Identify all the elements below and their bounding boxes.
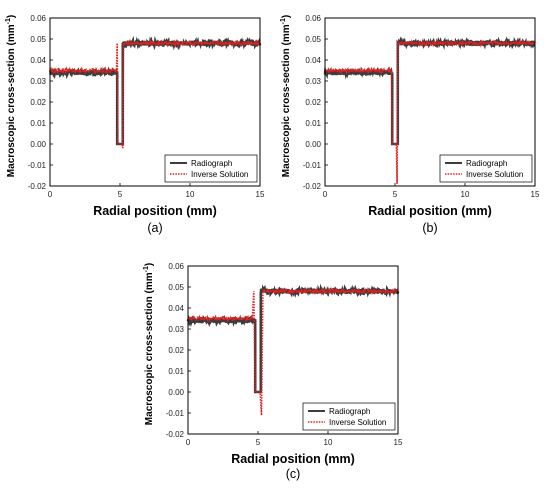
panel-caption: (a) xyxy=(147,221,162,235)
y-tick-label: 0.05 xyxy=(168,283,184,292)
y-tick-label: -0.01 xyxy=(28,161,47,170)
plot-frame xyxy=(187,265,399,435)
x-tick-label: 0 xyxy=(48,190,53,199)
x-tick-label: 10 xyxy=(324,438,333,447)
series-inverse-solution-line xyxy=(49,38,261,149)
x-tick-label: 15 xyxy=(394,438,403,447)
y-tick-label: 0.05 xyxy=(305,35,321,44)
legend-radiograph-label: Radiograph xyxy=(329,407,370,416)
y-tick-label: -0.02 xyxy=(28,182,47,191)
chart-panel-a: -0.02 -0.01 0.00 0.01 0.02 0.03 0.04 0.05 0.06 0 5… xyxy=(0,0,275,240)
legend-box xyxy=(164,154,258,183)
y-tick-label: 0.03 xyxy=(305,77,321,86)
y-tick-label: 0.03 xyxy=(168,325,184,334)
x-axis-label: Radial position (mm) xyxy=(231,452,355,466)
legend-box xyxy=(302,402,396,431)
series-inverse-solution-line xyxy=(324,38,536,184)
x-tick-label: 0 xyxy=(323,190,328,199)
x-axis-label: Radial position (mm) xyxy=(93,204,217,218)
x-axis-label: Radial position (mm) xyxy=(368,204,492,218)
y-tick-label: 0.02 xyxy=(168,346,184,355)
y-tick-label: 0.05 xyxy=(30,35,46,44)
chart-svg-b: -0.02 -0.01 0.00 0.01 0.02 0.03 0.04 0.05 0.06 0 5… xyxy=(280,14,540,235)
y-tick-label: 0.00 xyxy=(30,140,46,149)
y-tick-label: -0.02 xyxy=(166,430,185,439)
chart-svg-a: -0.02 -0.01 0.00 0.01 0.02 0.03 0.04 0.05 0.06 0 5… xyxy=(5,14,265,235)
panel-caption: (b) xyxy=(422,221,437,235)
panel-caption: (c) xyxy=(286,467,301,481)
x-tick-label: 10 xyxy=(461,190,470,199)
legend-radiograph-label: Radiograph xyxy=(466,159,507,168)
legend-inverse-label: Inverse Solution xyxy=(329,418,386,427)
y-tick-label: 0.01 xyxy=(168,367,184,376)
x-tick-label: 15 xyxy=(256,190,265,199)
series-radiograph-line xyxy=(323,36,536,146)
y-tick-label: 0.04 xyxy=(305,56,321,65)
x-tick-label: 15 xyxy=(531,190,540,199)
y-tick-label: 0.04 xyxy=(30,56,46,65)
y-tick-label: 0.04 xyxy=(168,304,184,313)
y-tick-label: 0.02 xyxy=(30,98,46,107)
y-tick-label: 0.01 xyxy=(30,119,46,128)
x-tick-label: 5 xyxy=(393,190,398,199)
chart-panel-b: -0.02 -0.01 0.00 0.01 0.02 0.03 0.04 0.05 0.06 0 5… xyxy=(275,0,550,240)
y-tick-label: 0.00 xyxy=(305,140,321,149)
y-tick-label: -0.01 xyxy=(303,161,322,170)
y-tick-label: 0.01 xyxy=(305,119,321,128)
legend-radiograph-label: Radiograph xyxy=(191,159,232,168)
y-tick-label: 0.06 xyxy=(168,262,184,271)
y-tick-label: 0.06 xyxy=(305,14,321,23)
x-tick-label: 5 xyxy=(256,438,261,447)
chart-panel-c: -0.02 -0.01 0.00 0.01 0.02 0.03 0.04 0.05 0.06 0 5… xyxy=(138,248,413,486)
series-radiograph-line xyxy=(186,283,400,394)
y-tick-label: 0.00 xyxy=(168,388,184,397)
x-tick-label: 10 xyxy=(186,190,195,199)
y-tick-label: 0.03 xyxy=(30,77,46,86)
y-axis-label: Macroscopic cross-section (mm-1) xyxy=(5,15,17,177)
x-tick-label: 0 xyxy=(186,438,191,447)
legend-inverse-label: Inverse Solution xyxy=(191,170,248,179)
y-tick-label: 0.06 xyxy=(30,14,46,23)
y-tick-label: -0.02 xyxy=(303,182,322,191)
series-radiograph-line xyxy=(49,35,262,146)
plot-frame xyxy=(49,17,261,187)
legend-box xyxy=(439,154,533,183)
y-axis-label: Macroscopic cross-section (mm-1) xyxy=(143,263,155,425)
plot-frame xyxy=(324,17,536,187)
x-tick-label: 5 xyxy=(118,190,123,199)
series-inverse-solution-line xyxy=(187,286,399,416)
chart-svg-c: -0.02 -0.01 0.00 0.01 0.02 0.03 0.04 0.05 0.06 0 5… xyxy=(143,262,403,481)
y-tick-label: -0.01 xyxy=(166,409,185,418)
y-axis-label: Macroscopic cross-section (mm-1) xyxy=(280,15,292,177)
legend-inverse-label: Inverse Solution xyxy=(466,170,523,179)
y-tick-label: 0.02 xyxy=(305,98,321,107)
